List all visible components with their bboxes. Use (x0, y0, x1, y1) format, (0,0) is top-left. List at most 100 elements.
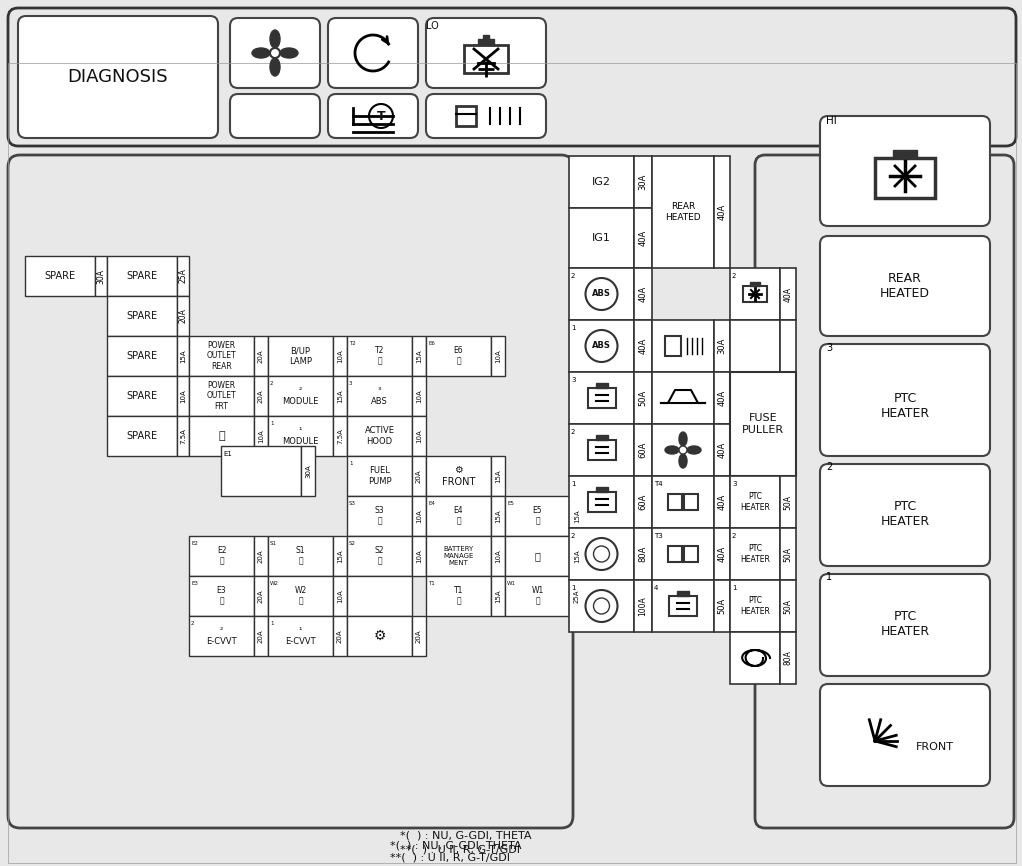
Bar (491, 496, 505, 536)
Text: 🔦: 🔦 (218, 431, 225, 441)
Bar (596, 487, 607, 492)
Ellipse shape (280, 48, 298, 58)
Circle shape (270, 48, 280, 58)
Bar (177, 376, 189, 416)
Bar (95, 256, 107, 296)
Text: 2: 2 (732, 533, 737, 539)
Bar (268, 336, 333, 376)
Text: 20A: 20A (179, 308, 187, 323)
Ellipse shape (687, 446, 701, 454)
Bar (268, 416, 333, 456)
Text: W1: W1 (507, 581, 516, 586)
Text: 60A: 60A (639, 494, 648, 510)
Text: SPARE: SPARE (127, 391, 157, 401)
Text: 1: 1 (571, 481, 575, 487)
Bar (347, 456, 412, 496)
Bar (254, 616, 268, 656)
FancyBboxPatch shape (820, 344, 990, 456)
Text: T: T (377, 109, 385, 122)
Bar (634, 580, 652, 632)
Ellipse shape (665, 446, 679, 454)
Text: 1: 1 (270, 421, 274, 426)
Text: SPARE: SPARE (127, 431, 157, 441)
Text: 50A: 50A (784, 546, 792, 561)
Text: ²
E-CVVT: ² E-CVVT (206, 626, 237, 646)
Bar (668, 546, 682, 562)
Bar (456, 106, 476, 126)
FancyBboxPatch shape (8, 155, 573, 828)
Text: 40A: 40A (639, 229, 648, 246)
Bar (652, 372, 714, 424)
Bar (333, 416, 347, 456)
Text: 10A: 10A (416, 549, 422, 563)
Bar (483, 35, 489, 39)
Bar (189, 616, 254, 656)
FancyBboxPatch shape (18, 16, 218, 138)
Bar (333, 576, 347, 616)
Text: ³
ABS: ³ ABS (371, 386, 388, 405)
Bar (780, 476, 796, 528)
Text: 1: 1 (571, 585, 575, 591)
Text: S1
🔌: S1 🔌 (295, 546, 306, 565)
Bar (347, 376, 412, 416)
Text: 20A: 20A (258, 349, 264, 363)
Text: BATTERY
MANAGE
MENT: BATTERY MANAGE MENT (444, 546, 473, 566)
Text: 2: 2 (732, 273, 737, 279)
Text: 3: 3 (732, 481, 737, 487)
Text: 20A: 20A (258, 549, 264, 563)
Bar (189, 536, 254, 576)
FancyBboxPatch shape (426, 18, 546, 88)
Bar (714, 476, 730, 528)
Text: DIAGNOSIS: DIAGNOSIS (67, 68, 169, 86)
Text: ⚙: ⚙ (373, 629, 385, 643)
Text: E6
🔌: E6 🔌 (454, 346, 463, 365)
Text: W1
🪟: W1 🪟 (531, 586, 544, 605)
FancyBboxPatch shape (820, 116, 990, 226)
Bar (652, 320, 714, 372)
Ellipse shape (270, 30, 280, 48)
Text: 40A: 40A (717, 442, 727, 458)
Text: T2
🔌: T2 🔌 (375, 346, 384, 365)
Text: ABS: ABS (592, 341, 611, 351)
Bar (268, 576, 333, 616)
Text: 40A: 40A (717, 546, 727, 562)
Circle shape (586, 538, 617, 570)
Text: E2
🔌: E2 🔌 (217, 546, 226, 565)
Bar (177, 296, 189, 336)
Bar (652, 424, 714, 476)
Bar (730, 632, 780, 684)
Text: *(  ) : NU, G-GDI, THETA: *( ) : NU, G-GDI, THETA (390, 841, 521, 851)
Text: 🔍: 🔍 (535, 551, 541, 561)
Bar (189, 336, 254, 376)
Bar (464, 45, 508, 73)
Text: *(  ) : NU, G-GDI, THETA: *( ) : NU, G-GDI, THETA (400, 831, 531, 841)
Text: 40A: 40A (639, 286, 648, 302)
Bar (780, 632, 796, 684)
Text: 3: 3 (571, 377, 575, 383)
Text: ²
MODULE: ² MODULE (282, 386, 319, 405)
Text: E3: E3 (191, 581, 198, 586)
Bar (570, 536, 584, 576)
Text: 20A: 20A (258, 389, 264, 403)
FancyBboxPatch shape (820, 236, 990, 336)
Bar (588, 388, 615, 408)
Bar (347, 416, 412, 456)
Bar (268, 376, 333, 416)
Text: 15A: 15A (416, 349, 422, 363)
Bar (668, 494, 682, 510)
Text: FUSE
PULLER: FUSE PULLER (742, 413, 784, 435)
Bar (569, 156, 634, 208)
Text: 40A: 40A (784, 287, 792, 301)
Bar (634, 372, 652, 424)
Text: ⚙
FRONT: ⚙ FRONT (442, 465, 475, 487)
Bar (268, 536, 333, 576)
Text: 50A: 50A (717, 598, 727, 614)
Bar (189, 576, 254, 616)
Bar (107, 416, 177, 456)
Text: 2: 2 (191, 621, 194, 626)
Bar (107, 376, 177, 416)
Text: 10A: 10A (180, 389, 186, 403)
Text: IG2: IG2 (592, 177, 611, 187)
Text: SPARE: SPARE (127, 271, 157, 281)
Text: 10A: 10A (495, 349, 501, 363)
